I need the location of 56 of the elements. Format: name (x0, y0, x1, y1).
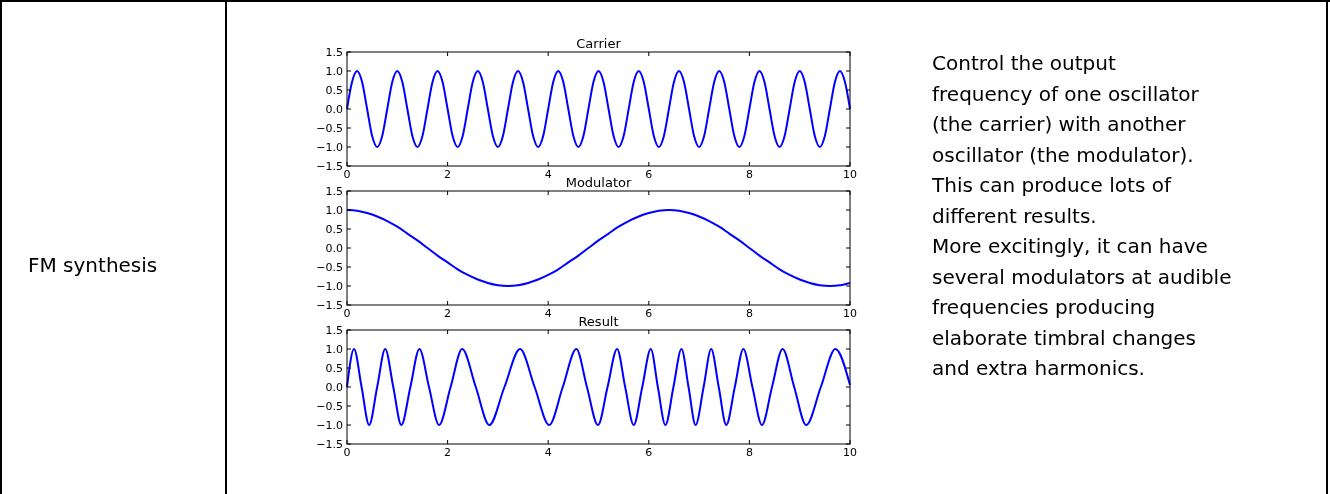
x-tick-label: 6 (645, 307, 653, 320)
y-tick-label: 1.0 (325, 64, 343, 78)
y-tick-label: 1.5 (325, 184, 343, 198)
x-tick-label: 4 (544, 168, 552, 181)
x-tick-label: 6 (645, 446, 653, 459)
y-tick-label: 1.0 (325, 203, 343, 217)
text: different results. (932, 203, 1097, 228)
text: oscillator (the modulator). (932, 142, 1194, 167)
text: This can produce lots of (931, 173, 1172, 197)
x-tick-label: 0 (343, 168, 351, 181)
y-tick-label: −0.5 (316, 121, 343, 135)
y-tick-label: −1.0 (316, 140, 343, 154)
y-tick-label: 0.0 (325, 380, 343, 394)
x-tick-label: 8 (745, 446, 753, 459)
y-tick-label: −0.5 (316, 260, 343, 274)
chart-title: Result (578, 314, 619, 329)
y-tick-label: 0.5 (325, 361, 343, 375)
text: frequencies producing (932, 295, 1156, 319)
y-tick-label: 1.5 (325, 323, 343, 337)
line-series (346, 348, 851, 426)
text: several modulators at audible (932, 264, 1232, 289)
chart-title: Modulator (565, 175, 632, 190)
x-tick-label: 2 (444, 307, 452, 320)
y-tick-label: −1.5 (316, 159, 343, 173)
y-tick-label: 1.5 (325, 45, 343, 59)
x-tick-label: 10 (843, 307, 857, 320)
text: More excitingly, it can have (932, 234, 1208, 258)
text: (the carrier) with another (932, 112, 1187, 136)
text: elaborate timbral changes (932, 325, 1197, 350)
y-tick-label: 0.0 (325, 241, 343, 255)
y-tick-label: 0.5 (325, 83, 343, 97)
x-tick-label: 10 (843, 168, 857, 181)
text: Control the output (932, 51, 1116, 75)
text: frequency of one oscillator (932, 81, 1200, 106)
x-tick-label: 0 (343, 307, 351, 320)
y-tick-label: −1.0 (316, 418, 343, 432)
x-tick-label: 6 (645, 168, 653, 181)
x-tick-label: 10 (843, 446, 857, 459)
text: FM synthesis (28, 253, 158, 277)
y-tick-label: −1.0 (316, 279, 343, 293)
x-tick-label: 4 (544, 446, 552, 459)
y-tick-label: −1.5 (316, 437, 343, 451)
x-tick-label: 2 (444, 446, 452, 459)
x-tick-label: 8 (745, 168, 753, 181)
chart-title: Carrier (576, 36, 622, 51)
y-tick-label: 0.5 (325, 222, 343, 236)
text: and extra harmonics. (932, 356, 1145, 380)
x-tick-label: 4 (544, 307, 552, 320)
line-series (346, 70, 851, 148)
y-tick-label: 0.0 (325, 102, 343, 116)
x-tick-label: 0 (343, 446, 351, 459)
x-tick-label: 8 (745, 307, 753, 320)
x-tick-label: 2 (444, 168, 452, 181)
y-tick-label: 1.0 (325, 342, 343, 356)
y-tick-label: −1.5 (316, 298, 343, 312)
y-tick-label: −0.5 (316, 399, 343, 413)
